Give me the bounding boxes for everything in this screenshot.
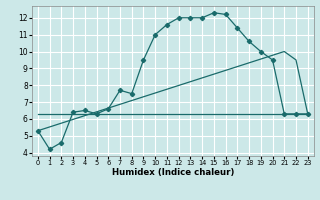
X-axis label: Humidex (Indice chaleur): Humidex (Indice chaleur) bbox=[112, 168, 234, 177]
